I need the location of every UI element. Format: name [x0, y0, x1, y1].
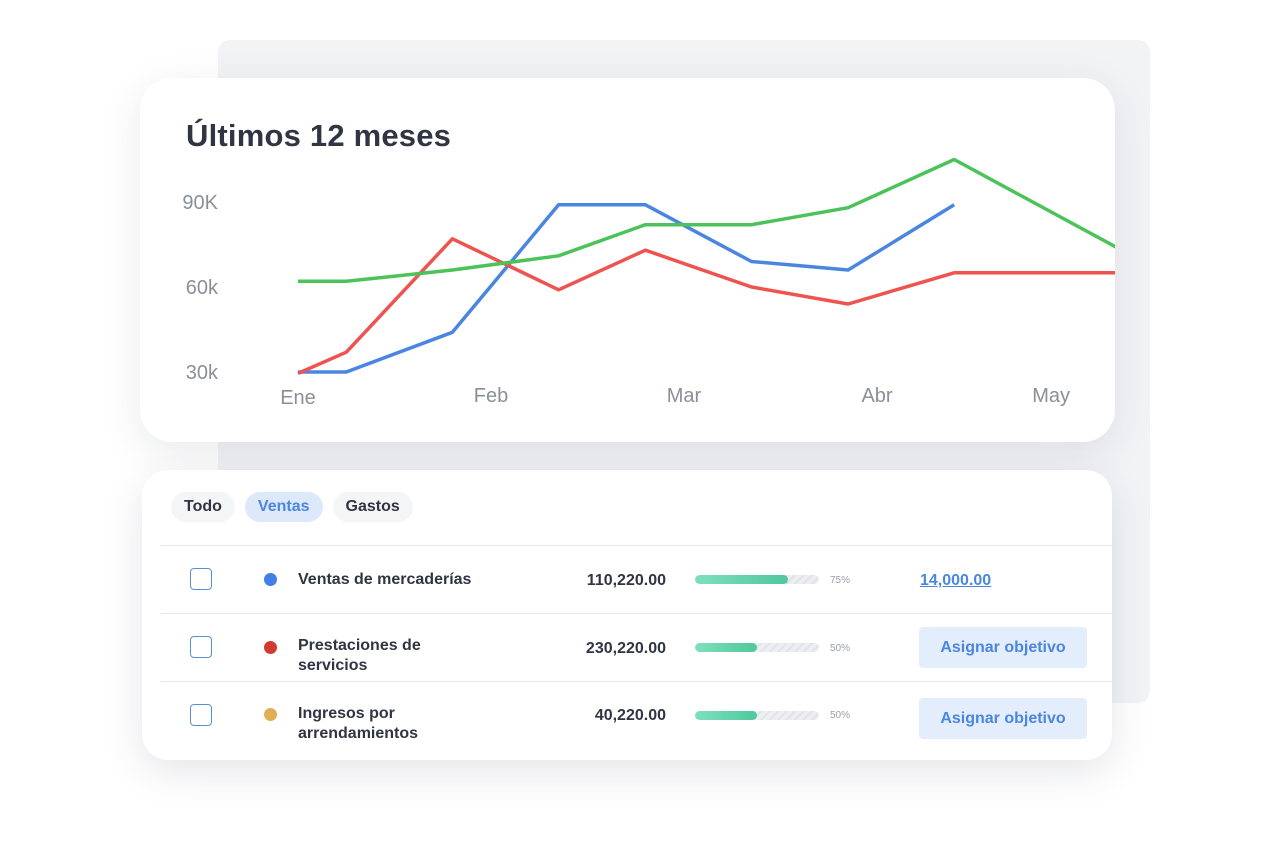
x-tick-label: Mar — [667, 385, 702, 407]
row-checkbox[interactable] — [190, 704, 212, 726]
table-row-prestaciones-servicios: Prestaciones de servicios 230,220.00 50%… — [161, 613, 1112, 682]
progress-percent: 50% — [830, 710, 851, 721]
y-tick-label: 90K — [182, 192, 218, 214]
row-checkbox[interactable] — [190, 568, 212, 590]
progress-fill — [695, 643, 757, 652]
progress-bar — [695, 711, 819, 720]
tab-todo[interactable]: Todo — [171, 492, 235, 522]
y-tick-label: 30k — [186, 362, 219, 384]
filter-tabs: Todo Ventas Gastos — [171, 492, 413, 522]
row-label: Prestaciones de servicios — [298, 637, 421, 674]
line-chart: 90K 60k 30k Ene Feb Mar Abr May — [182, 157, 1115, 409]
progress-fill — [695, 711, 757, 720]
assign-goal-button[interactable]: Asignar objetivo — [919, 627, 1087, 668]
category-color-dot — [264, 573, 277, 586]
goal-amount-link[interactable]: 14,000.00 — [920, 572, 992, 589]
table-row-ingresos-arrendamientos: Ingresos por arrendamientos 40,220.00 50… — [161, 681, 1112, 750]
progress-percent: 50% — [830, 643, 851, 654]
x-tick-label: Feb — [474, 385, 508, 407]
tab-gastos[interactable]: Gastos — [332, 492, 413, 522]
row-amount: 230,220.00 — [585, 640, 666, 657]
assign-goal-button[interactable]: Asignar objetivo — [919, 698, 1087, 739]
series-line-3 — [298, 157, 1115, 284]
series-line-2 — [297, 237, 1115, 376]
x-tick-label: May — [1032, 385, 1070, 407]
progress-bar — [695, 643, 819, 652]
row-amount: 110,220.00 — [586, 572, 666, 589]
row-checkbox[interactable] — [190, 636, 212, 658]
category-color-dot — [264, 708, 277, 721]
progress-bar — [695, 575, 819, 584]
category-color-dot — [264, 641, 277, 654]
y-tick-label: 60k — [186, 277, 219, 299]
row-label: Ventas de mercaderías — [298, 571, 472, 588]
series-line-1 — [298, 203, 956, 374]
chart-title: Últimos 12 meses — [186, 118, 452, 153]
x-tick-label: Ene — [280, 387, 316, 409]
progress-fill — [695, 575, 788, 584]
row-label: Ingresos por arrendamientos — [298, 705, 419, 742]
progress-percent: 75% — [830, 575, 851, 586]
table-row-ventas-mercaderias: Ventas de mercaderías 110,220.00 75% 14,… — [161, 545, 1112, 614]
row-amount: 40,220.00 — [594, 707, 666, 724]
tab-ventas[interactable]: Ventas — [244, 492, 323, 522]
chart-card: Últimos 12 meses 90K 60k 30k Ene Feb Mar Abr M… — [140, 78, 1115, 442]
income-table-card: Todo Ventas Gastos Ventas de mercaderías… — [142, 470, 1112, 760]
x-tick-label: Abr — [861, 385, 892, 407]
